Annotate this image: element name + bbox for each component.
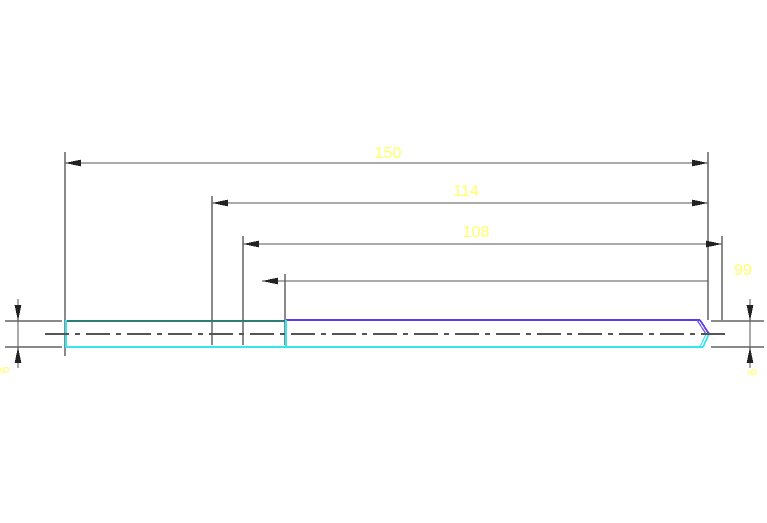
- dimension-108[interactable]: 108: [243, 224, 722, 248]
- dim-arrow-114-right: [692, 199, 708, 207]
- dimension-99[interactable]: 99: [262, 262, 752, 285]
- dim-arrow-150-left: [65, 159, 81, 167]
- part-tip-inner-lower: [699, 333, 707, 348]
- dim-arrow-108-left: [243, 240, 259, 248]
- dim-arrow-99-left: [262, 277, 278, 285]
- dim-label-right-diameter: 6: [745, 368, 760, 375]
- extension-lines: [5, 152, 764, 356]
- dimension-150[interactable]: 150: [65, 145, 708, 167]
- dim-label-left-diameter: 6: [0, 366, 12, 373]
- part-tip-inner-upper: [696, 319, 707, 335]
- dim-arrow-114-left: [212, 199, 228, 207]
- dim-arrow-150-right: [692, 159, 708, 167]
- dim-arrow-right-vert-bottom: [746, 347, 754, 363]
- dim-arrow-right-vert-top: [746, 305, 754, 321]
- part-tip-chamfer-upper: [699, 319, 710, 335]
- dim-arrow-108-right: [706, 240, 722, 248]
- part-outline: [64, 319, 710, 348]
- dimension-left-diameter[interactable]: 6: [0, 299, 22, 374]
- dim-label-150: 150: [375, 145, 402, 162]
- dim-arrow-left-vert-top: [14, 305, 22, 321]
- dimension-114[interactable]: 114: [212, 183, 708, 207]
- dim-label-114: 114: [453, 183, 479, 200]
- dim-label-99: 99: [734, 262, 752, 279]
- dim-label-108: 108: [463, 224, 490, 241]
- part-tip-chamfer-lower: [702, 333, 710, 348]
- dimension-right-diameter[interactable]: 6: [745, 299, 760, 376]
- dim-arrow-left-vert-bottom: [14, 347, 22, 363]
